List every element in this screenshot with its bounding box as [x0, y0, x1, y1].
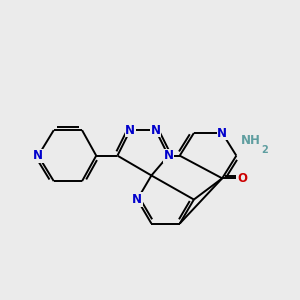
Text: N: N	[164, 149, 173, 162]
Text: NH: NH	[241, 134, 260, 147]
Text: O: O	[237, 172, 247, 185]
Text: N: N	[132, 193, 142, 206]
Text: N: N	[125, 124, 135, 137]
Text: N: N	[217, 127, 227, 140]
Text: N: N	[33, 149, 43, 162]
Text: N: N	[151, 124, 161, 137]
Text: 2: 2	[261, 145, 268, 155]
